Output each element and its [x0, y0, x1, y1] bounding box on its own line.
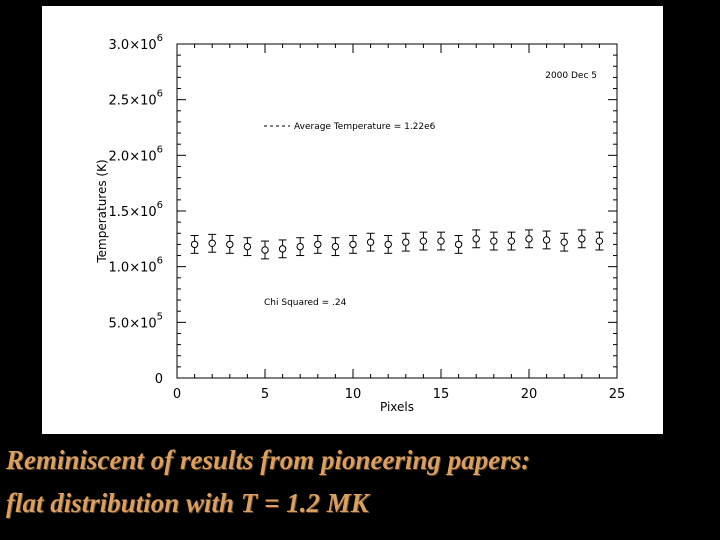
- caption-line-1: Reminiscent of results from pioneering p…: [6, 445, 531, 475]
- data-point: [190, 240, 199, 249]
- data-point: [314, 240, 322, 249]
- data-point: [296, 242, 304, 251]
- y-tick-label: 2.0×106: [109, 144, 163, 164]
- data-point: [366, 238, 375, 246]
- x-tick-label: 25: [609, 387, 626, 402]
- data-point: [384, 240, 392, 249]
- plot-frame: [176, 43, 618, 379]
- data-point: [243, 242, 252, 251]
- data-point: [542, 236, 551, 244]
- chi-squared-label: Chi Squared = .24: [264, 298, 347, 308]
- data-point: [578, 235, 586, 243]
- data-point: [525, 235, 533, 243]
- y-tick-label: 0: [155, 372, 163, 387]
- x-tick-label: 5: [261, 387, 269, 402]
- date-annotation: 2000 Dec 5: [545, 71, 597, 81]
- y-tick-label: 2.5×106: [109, 89, 163, 109]
- caption-line-2: flat distribution with T = 1.2 MK: [6, 488, 369, 518]
- data-point: [472, 235, 480, 243]
- data-point: [507, 237, 516, 245]
- data-point: [454, 240, 463, 249]
- y-tick-label: 1.0×106: [109, 256, 163, 276]
- data-point: [349, 240, 357, 249]
- data-point: [437, 237, 445, 245]
- x-tick-label: 0: [173, 387, 181, 402]
- average-label: Average Temperature = 1.22e6: [294, 122, 436, 132]
- x-tick-label: 20: [521, 387, 538, 402]
- data-point: [278, 245, 287, 253]
- data-point: [402, 238, 410, 246]
- data-point: [226, 240, 234, 249]
- x-axis-title: Pixels: [380, 400, 414, 414]
- data-point: [331, 242, 340, 251]
- x-tick-label: 15: [433, 387, 450, 402]
- data-point: [560, 238, 568, 246]
- data-point: [261, 246, 269, 254]
- y-tick-label: 3.0×106: [109, 33, 163, 53]
- x-tick-label: 10: [345, 387, 362, 402]
- data-point: [490, 237, 498, 245]
- data-point: [419, 237, 428, 245]
- temperature-chart: 0 5 10 15 20 25 0 5.0×105 1.0×106 1.5×106 2.0×106 2…: [95, 33, 626, 414]
- y-tick-label: 5.0×105: [109, 311, 163, 331]
- data-point: [208, 239, 216, 247]
- data-point: [595, 237, 604, 245]
- y-tick-label: 1.5×106: [109, 200, 163, 220]
- plot-panel: 0 5 10 15 20 25 0 5.0×105 1.0×106 1.5×106 2.0×106 2…: [42, 6, 663, 434]
- y-axis-title: Temperatures (K): [95, 159, 109, 263]
